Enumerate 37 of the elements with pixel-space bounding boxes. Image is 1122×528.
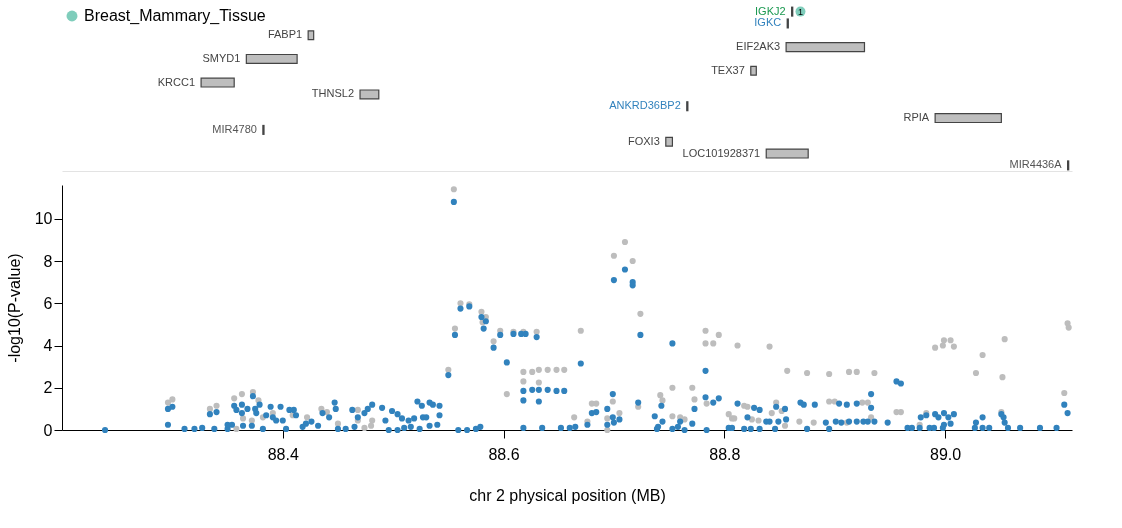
bar	[665, 136, 674, 147]
x-tick-label: 89.0	[929, 445, 962, 463]
y-tick-label: 8	[43, 252, 53, 270]
annotation: 1	[797, 6, 803, 17]
category-label: IGKC	[754, 16, 782, 29]
category-label: KRCC1	[157, 75, 196, 88]
category-label: MIR4780	[212, 122, 257, 135]
category-label: ANKRD36BP2	[609, 99, 681, 112]
bar	[245, 53, 298, 64]
x-tick-label: 88.4	[267, 445, 299, 463]
category-label: FOXI3	[628, 134, 660, 147]
bar	[359, 89, 380, 100]
category-label: FABP1	[267, 28, 303, 41]
bar	[750, 65, 757, 76]
category-label: IGKJ2	[755, 4, 786, 17]
y-tick-label: 10	[34, 210, 53, 228]
bar	[934, 113, 1002, 124]
y-tick-label: 4	[43, 337, 53, 355]
legend-label: Breast_Mammary_Tissue	[84, 7, 266, 25]
bar	[307, 30, 315, 41]
x-tick-label: 88.8	[709, 445, 741, 463]
bar	[785, 42, 866, 53]
y-tick-label: 6	[43, 294, 53, 312]
category-label: THNSL2	[311, 87, 355, 100]
category-label: EIF2AK3	[736, 40, 781, 53]
bar	[200, 77, 235, 88]
y-tick-label: 0	[43, 421, 53, 439]
bar	[765, 148, 809, 159]
y-axis-title: -log10(P-value)	[5, 253, 23, 363]
category-label: RPIA	[903, 111, 930, 124]
category-label: TEX37	[711, 63, 745, 76]
category-label: MIR4436A	[1009, 158, 1062, 171]
category-label: LOC101928371	[682, 146, 761, 159]
x-axis-title: chr 2 physical position (MB)	[469, 486, 666, 504]
category-label: SMYD1	[202, 51, 241, 64]
x-tick-label: 88.6	[488, 445, 520, 463]
y-tick-label: 2	[43, 379, 53, 397]
